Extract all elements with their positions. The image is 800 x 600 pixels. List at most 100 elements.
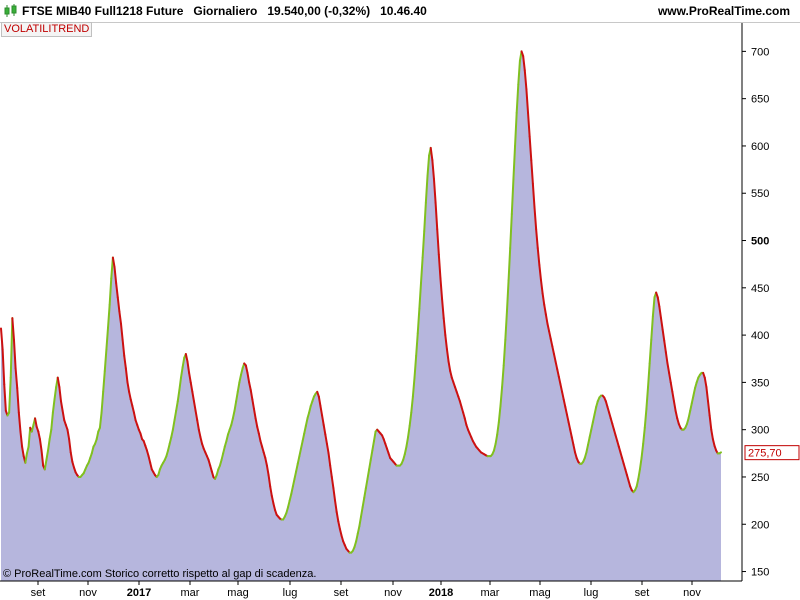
line-segment [557, 375, 562, 386]
line-segment [287, 499, 291, 509]
line-segment [236, 381, 241, 393]
line-segment [14, 367, 19, 390]
line-segment [3, 383, 7, 412]
line-segment [437, 253, 442, 280]
line-segment [332, 487, 337, 502]
line-segment [418, 282, 422, 310]
line-segment [531, 182, 536, 209]
y-tick-label: 150 [751, 567, 769, 579]
line-segment [643, 407, 648, 429]
line-segment [304, 417, 309, 427]
line-segment [551, 345, 555, 356]
line-segment [541, 292, 546, 306]
line-segment [149, 461, 153, 471]
line-segment [194, 409, 199, 422]
line-segment [257, 432, 262, 443]
line-segment [431, 159, 435, 181]
line-segment [180, 366, 184, 379]
line-segment [591, 413, 596, 424]
line-segment [66, 428, 71, 441]
line-segment [411, 376, 416, 398]
candlestick-icon [4, 4, 17, 17]
line-segment [647, 362, 651, 389]
line-segment [637, 468, 641, 480]
line-segment [413, 354, 418, 379]
line-segment [69, 451, 74, 463]
line-segment [556, 368, 560, 378]
line-segment [300, 440, 304, 450]
line-segment [230, 417, 234, 426]
line-segment [113, 266, 118, 285]
line-segment [363, 487, 367, 499]
line-segment [441, 298, 445, 320]
line-segment [447, 360, 452, 373]
line-segment [525, 88, 530, 114]
line-segment [535, 228, 539, 250]
line-segment [445, 348, 450, 363]
line-segment [60, 400, 64, 412]
line-segment [505, 279, 510, 313]
x-tick-label: 2017 [127, 587, 151, 599]
line-segment [288, 492, 293, 502]
line-segment [34, 417, 38, 428]
x-tick-label: mar [481, 587, 500, 599]
x-tick-label: mag [529, 587, 550, 599]
line-segment [664, 351, 669, 365]
line-segment [436, 228, 440, 256]
line-segment [235, 390, 239, 403]
y-tick-label: 500 [751, 236, 769, 248]
line-segment [496, 421, 500, 436]
line-segment [171, 419, 176, 431]
x-tick-label: set [31, 587, 46, 599]
line-segment [361, 496, 366, 509]
line-segment [640, 442, 645, 460]
line-segment [53, 386, 58, 401]
line-segment [170, 428, 174, 439]
chart-header: FTSE MIB40 Full1218 Future Giornaliero 1… [0, 0, 800, 23]
line-segment [111, 256, 116, 269]
x-tick-label: mar [181, 587, 200, 599]
line-segment [692, 387, 697, 397]
line-segment [671, 390, 675, 403]
line-segment [131, 405, 135, 414]
line-segment [338, 527, 343, 537]
line-segment [366, 468, 371, 480]
indicator-label[interactable]: VOLATILITREND [1, 22, 93, 37]
line-segment [549, 337, 554, 348]
last-value-label: 275,70 [748, 448, 782, 460]
line-segment [322, 423, 327, 436]
line-segment [512, 144, 517, 181]
line-segment [358, 515, 362, 528]
line-segment [705, 386, 710, 403]
line-segment [188, 371, 192, 384]
line-segment [222, 445, 226, 455]
line-segment [590, 421, 594, 431]
line-segment [572, 443, 577, 454]
line-segment [416, 307, 421, 335]
line-segment [325, 442, 330, 455]
line-segment [248, 381, 252, 391]
line-segment [12, 338, 17, 370]
line-segment [95, 430, 100, 441]
line-segment [540, 279, 544, 295]
line-segment [661, 328, 666, 342]
line-segment [650, 315, 654, 341]
line-segment [562, 398, 567, 408]
site-link[interactable]: www.ProRealTime.com [657, 4, 790, 18]
line-segment [663, 339, 667, 354]
line-segment [371, 440, 375, 452]
line-segment [246, 371, 251, 384]
line-segment [335, 510, 340, 523]
line-segment [642, 426, 646, 445]
line-segment [355, 532, 359, 543]
line-segment [43, 458, 48, 471]
line-segment [711, 438, 716, 447]
line-segment [308, 405, 312, 414]
line-segment [567, 421, 572, 431]
line-segment [369, 449, 374, 461]
line-segment [293, 470, 298, 480]
line-segment [25, 445, 30, 455]
x-tick-label: 2018 [429, 587, 453, 599]
line-segment [50, 411, 54, 431]
